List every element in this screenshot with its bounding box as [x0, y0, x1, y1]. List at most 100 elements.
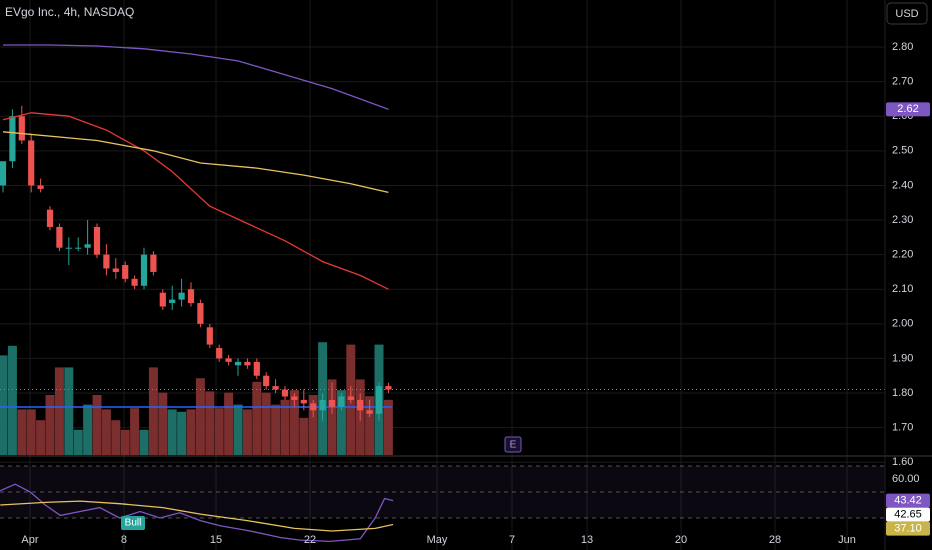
volume-bar: [17, 409, 27, 455]
candle-body: [234, 361, 242, 366]
candle-body: [347, 396, 354, 400]
currency[interactable]: USD: [895, 8, 918, 20]
volume-bar: [36, 420, 46, 455]
volume-bar: [289, 390, 299, 455]
candle-body: [328, 399, 336, 407]
candle-body: [375, 386, 383, 414]
candle-body: [291, 396, 298, 400]
candle-body: [187, 289, 195, 304]
volume-bar: [308, 395, 318, 455]
candle-body: [84, 244, 91, 248]
rsi-tick-label: 60.00: [892, 473, 920, 485]
price-tag: [886, 493, 930, 508]
candle-body: [18, 116, 25, 141]
grid: [0, 0, 885, 550]
candle-body: [65, 247, 72, 249]
volume-bar: [158, 392, 168, 455]
candle-body: [319, 399, 326, 411]
candle-body: [206, 327, 213, 345]
x-tick-label: 15: [210, 534, 222, 546]
price-tag: [886, 507, 930, 522]
y-tick-label: 1.90: [892, 352, 913, 364]
candle-body: [385, 386, 392, 390]
y-tick-label: 2.50: [892, 145, 913, 157]
candle-body: [169, 299, 176, 304]
price-tag-label: 2.62: [897, 103, 918, 115]
earnings-label[interactable]: E: [510, 440, 517, 451]
candle-body: [197, 303, 204, 324]
volume-bar: [83, 404, 93, 455]
chart-title: EVgo Inc., 4h, NASDAQ: [5, 5, 134, 19]
volume-bar: [224, 392, 234, 455]
volume-bar: [336, 390, 346, 455]
candle-body: [122, 265, 129, 279]
x-tick-label: 7: [509, 534, 515, 546]
volume-bar: [195, 378, 205, 455]
volume-bar: [233, 404, 243, 455]
volume-bar: [148, 367, 158, 455]
volume-bar: [101, 409, 111, 455]
candle-body: [46, 209, 54, 227]
volume-layer: [0, 342, 393, 455]
volume-bar: [383, 399, 393, 455]
candle-body: [56, 226, 63, 248]
volume-bar: [130, 408, 140, 455]
volume-bar: [92, 395, 102, 455]
candle-body: [338, 396, 345, 407]
currency-box[interactable]: [886, 2, 928, 25]
volume-bar: [0, 355, 8, 455]
candle-body: [0, 161, 7, 186]
indicator-line: [2, 131, 389, 194]
candle-body: [281, 389, 289, 397]
volume-bar: [242, 409, 252, 455]
y-tick-label: 1.70: [892, 422, 913, 434]
x-tick-label: May: [427, 534, 448, 546]
price-tag-label: 43.42: [894, 494, 922, 506]
candle-body: [37, 185, 44, 189]
x-tick-label: 28: [769, 534, 781, 546]
indicator-line: [3, 44, 389, 110]
volume-bar: [73, 429, 83, 455]
y-tick-label: 2.00: [892, 318, 913, 330]
price-tag-label: 42.65: [894, 508, 922, 520]
candle-body: [216, 348, 223, 359]
y-tick-label: 2.20: [892, 249, 913, 261]
candle-body: [112, 268, 119, 272]
price-tag: [886, 521, 930, 536]
candle-body: [103, 254, 110, 269]
volume-bar: [111, 420, 121, 455]
candle-body: [244, 361, 251, 366]
x-tick-label: Apr: [21, 534, 38, 546]
volume-bar: [299, 417, 309, 455]
price-layer: [0, 44, 885, 421]
x-tick-label: 20: [675, 534, 687, 546]
indicator-line: [0, 483, 394, 543]
volume-bar: [252, 381, 262, 455]
y-tick-label: 2.30: [892, 214, 913, 226]
volume-bar: [45, 395, 55, 455]
candle-body: [131, 278, 138, 286]
volume-bar: [120, 429, 130, 455]
indicator-line: [2, 112, 389, 290]
volume-bar: [167, 409, 177, 455]
candle-body: [253, 361, 260, 376]
rsi-layer: [0, 465, 885, 543]
candle-body: [150, 254, 157, 272]
signal-label: Bull: [125, 518, 142, 529]
price-tag-label: 37.10: [894, 522, 922, 534]
y-tick-label: 2.70: [892, 76, 913, 88]
candle-body: [366, 410, 373, 414]
candle-body: [28, 140, 35, 186]
volume-bar: [214, 408, 224, 455]
price-tag: [886, 102, 930, 117]
x-tick-label: 22: [304, 534, 316, 546]
volume-bar: [186, 409, 196, 455]
earnings-marker[interactable]: [504, 436, 522, 453]
candle-body: [93, 226, 101, 255]
volume-bar: [271, 404, 281, 455]
candle-body: [140, 254, 148, 286]
y-tick-label: 2.10: [892, 283, 913, 295]
y-tick-label: 2.80: [892, 41, 913, 53]
